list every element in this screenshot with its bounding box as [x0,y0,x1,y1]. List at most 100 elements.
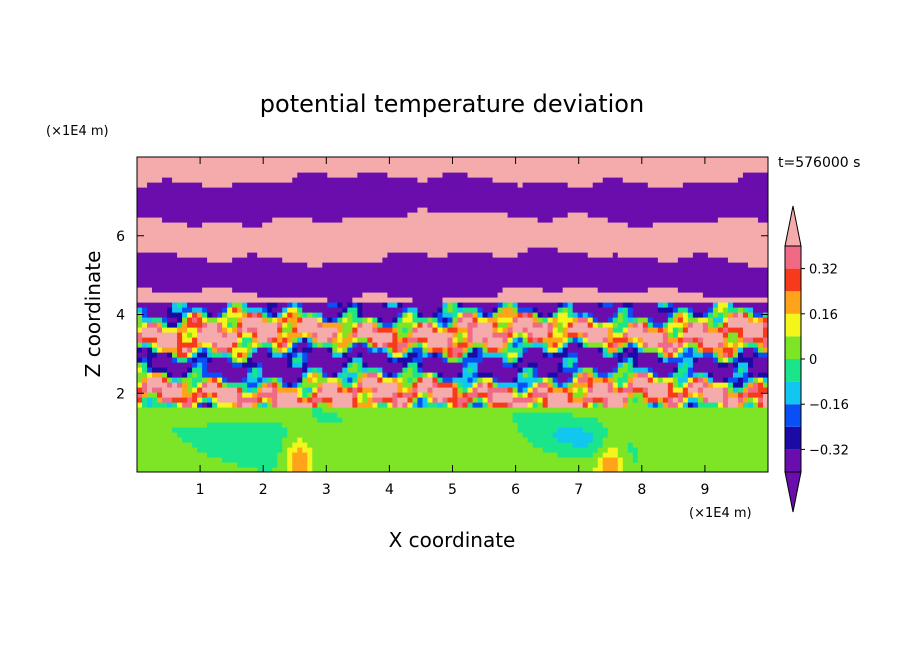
field-cell [632,342,639,348]
field-cell [742,332,764,338]
field-cell [467,397,474,403]
field-cell [202,317,208,323]
field-cell [612,352,619,358]
field-cell [597,417,768,423]
field-cell [697,377,704,383]
field-cell [307,457,313,463]
field-cell [147,352,158,358]
field-cell [197,402,203,408]
field-cell [197,392,203,398]
field-cell [472,382,479,388]
field-cell [197,352,208,358]
field-cell [617,362,624,368]
field-cell [627,317,634,323]
field-cell [232,402,238,408]
field-cell [212,357,228,363]
field-cell [377,387,399,393]
field-cell [397,337,404,343]
field-cell [197,342,203,348]
field-cell [667,332,674,338]
field-cell [672,377,679,383]
field-cell [632,372,639,378]
field-cell [467,332,474,338]
field-cell [472,332,494,338]
field-cell [352,322,358,328]
field-cell [507,302,514,308]
field-cell [492,332,509,338]
field-cell [542,352,549,358]
field-cell [727,362,734,368]
field-cell [742,347,754,353]
field-cell [677,382,684,388]
field-cell [692,352,704,358]
field-cell [497,317,514,323]
field-cell [512,317,519,323]
field-cell [427,372,434,378]
field-cell [422,392,429,398]
field-cell [417,377,424,383]
field-cell [722,332,729,338]
field-cell [677,287,768,293]
field-cell [517,357,524,363]
field-cell [532,397,539,403]
field-cell [617,352,624,358]
field-cell [607,427,768,433]
field-cell [222,332,228,338]
field-cell [367,342,373,348]
field-cell [292,457,308,463]
field-cell [177,347,183,353]
field-cell [342,387,348,393]
field-cell [612,252,619,258]
field-cell [592,377,604,383]
field-cell [552,377,559,383]
field-cell [627,327,644,333]
field-cell [647,327,659,333]
field-cell [672,307,679,313]
colorbar-band [785,291,801,314]
field-cell [742,392,749,398]
field-cell [272,217,313,223]
field-cell [187,382,193,388]
field-cell [142,317,153,323]
field-cell [512,397,534,403]
field-cell [137,447,198,453]
field-cell [542,447,599,453]
field-cell [242,342,248,348]
field-cell [447,342,454,348]
field-cell [307,392,313,398]
field-cell [512,417,599,423]
field-cell [467,172,744,178]
field-cell [497,347,504,353]
field-cell [427,207,768,213]
field-cell [457,322,469,328]
field-cell [537,307,559,313]
field-cell [152,367,168,373]
field-cell [492,312,499,318]
field-cell [227,307,233,313]
field-cell [627,382,634,388]
field-cell [527,367,534,373]
field-cell [432,397,439,403]
field-cell [377,402,388,408]
field-cell [267,347,273,353]
field-cell [632,392,644,398]
field-cell [237,317,243,323]
field-cell [312,397,323,403]
field-cell [547,342,554,348]
field-cell [272,397,278,403]
field-cell [387,347,394,353]
colorbar-under-triangle [784,471,802,513]
field-cell [702,372,709,378]
field-cell [177,402,183,408]
field-cell [562,342,569,348]
field-cell [512,357,519,363]
field-cell [432,372,439,378]
field-cell [397,392,404,398]
field-cell [372,317,378,323]
field-cell [382,397,394,403]
field-cell [462,337,469,343]
field-cell [352,382,358,388]
field-cell [637,337,644,343]
field-cell [677,402,684,408]
field-cell [342,367,348,373]
